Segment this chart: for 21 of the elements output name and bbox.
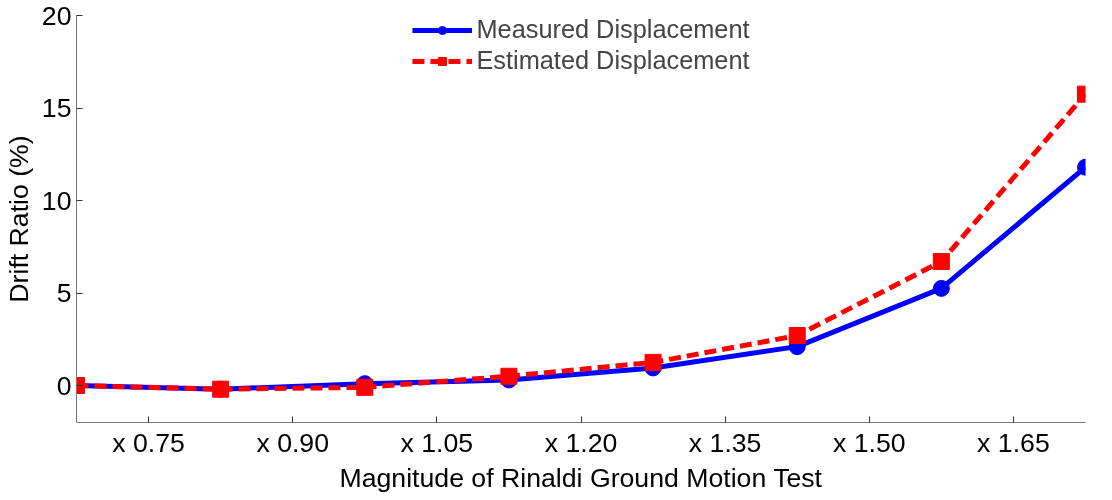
y-tick-label: 15	[41, 93, 72, 123]
y-tick-label: 20	[41, 0, 72, 31]
legend-label: Estimated Displacement	[476, 46, 750, 75]
point	[932, 279, 950, 297]
text: x 1.05	[400, 427, 474, 458]
text: x 1.50	[832, 427, 906, 458]
point	[932, 253, 950, 271]
legend-label: Measured Displacement	[476, 15, 750, 44]
y-tick-label: 10	[41, 185, 72, 216]
point	[644, 353, 662, 371]
point	[788, 327, 806, 345]
text: x 1.65	[977, 427, 1050, 458]
point	[500, 367, 518, 385]
text: x 1.35	[688, 427, 762, 458]
y-tick-label: 0	[56, 370, 72, 401]
text: x 0.75	[112, 427, 185, 458]
x-axis-title: Magnitude of Rinaldi Ground Motion Test	[339, 462, 823, 493]
text: x 1.20	[544, 427, 618, 458]
y-axis-title: Drift Ratio (%)	[3, 135, 34, 303]
text: x 0.90	[256, 427, 330, 458]
y-tick-label: 5	[56, 278, 72, 308]
